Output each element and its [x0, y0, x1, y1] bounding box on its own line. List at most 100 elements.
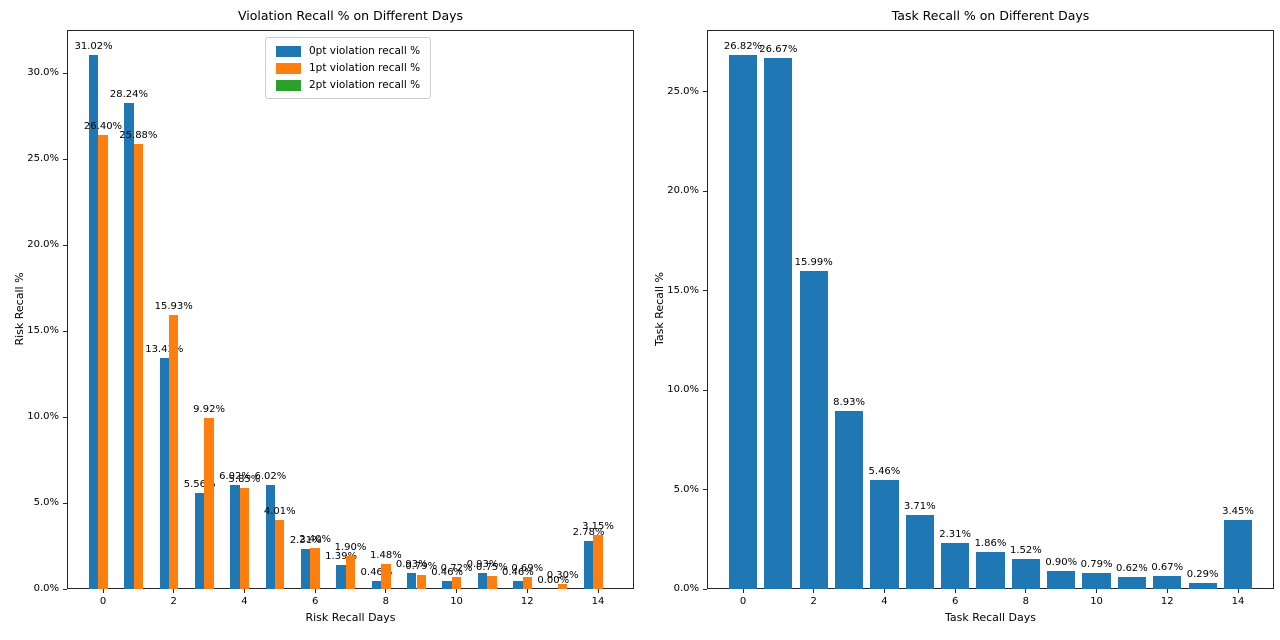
y-tick-label: 10.0%: [667, 384, 699, 396]
y-tick-mark: [703, 190, 707, 192]
bar-label: 26.67%: [759, 44, 798, 56]
x-tick-mark: [1237, 589, 1239, 593]
x-tick-mark: [173, 589, 175, 593]
bar-label: 28.24%: [109, 89, 148, 101]
bar: [941, 543, 970, 589]
bar: [593, 534, 603, 589]
x-tick-label: 2: [810, 596, 817, 607]
bar-label: 0.69%: [511, 563, 544, 575]
bar: [1188, 583, 1217, 589]
bar: [1047, 571, 1076, 589]
bar-label: 0.46%: [360, 567, 393, 579]
bar-label: 0.72%: [440, 562, 473, 574]
bar-label: 1.90%: [334, 542, 367, 554]
x-tick-label: 10: [1090, 596, 1103, 607]
bar: [194, 493, 205, 589]
bar-label: 2.78%: [572, 527, 605, 539]
y-tick-label: 30.0%: [27, 67, 59, 78]
bar: [265, 485, 276, 589]
y-tick-label: 0.0%: [673, 583, 699, 594]
x-tick-label: 6: [311, 596, 319, 607]
bar-label: 0.00%: [537, 575, 570, 586]
bar: [88, 55, 99, 589]
bar: [416, 575, 426, 589]
bar: [204, 418, 214, 589]
y-tick-mark: [63, 502, 67, 504]
bar: [870, 480, 899, 589]
bar: [557, 583, 568, 589]
y-tick-mark: [703, 489, 707, 491]
y-tick-label: 5.0%: [33, 497, 59, 508]
bar: [522, 577, 532, 589]
x-tick-label: 0: [739, 596, 747, 607]
bar: [159, 358, 169, 589]
y-tick-label: 15.0%: [667, 284, 699, 296]
bar: [799, 270, 828, 589]
y-tick-label: 25.0%: [667, 85, 699, 97]
x-tick-mark: [1166, 589, 1168, 593]
x-tick-mark: [954, 589, 956, 593]
bar-label: 3.71%: [903, 501, 936, 513]
bar-label: 25.88%: [119, 129, 158, 141]
y-tick-mark: [703, 290, 707, 292]
legend: 0pt violation recall % 1pt violation reca…: [265, 37, 432, 99]
y-tick-mark: [63, 244, 67, 246]
x-tick-label: 0: [99, 596, 107, 607]
legend-swatch-icon: [276, 45, 301, 57]
bar: [976, 552, 1005, 589]
y-tick-label: 10.0%: [27, 411, 59, 422]
bar-label: 4.01%: [263, 506, 296, 518]
bar-label: 31.02%: [74, 41, 113, 53]
x-tick-label: 14: [1231, 596, 1245, 607]
x-tick-label: 8: [382, 596, 390, 607]
x-tick-mark: [102, 589, 104, 593]
bar: [1223, 520, 1253, 589]
bar-label: 0.46%: [501, 567, 534, 579]
bar-label: 0.62%: [1116, 562, 1148, 574]
legend-label: 2pt violation recall %: [309, 79, 421, 91]
bar: [230, 485, 240, 589]
bar: [487, 576, 497, 589]
x-tick-label: 2: [170, 596, 177, 607]
bar-label: 5.56%: [183, 479, 216, 491]
legend-label: 1pt violation recall %: [309, 62, 421, 74]
bar-label: 1.39%: [325, 551, 357, 563]
x-tick-mark: [742, 589, 744, 593]
bar: [442, 581, 452, 589]
bar-label: 6.02%: [254, 471, 287, 483]
bar-label: 2.40%: [299, 533, 332, 545]
legend-item: 1pt violation recall %: [276, 62, 420, 74]
bar-label: 9.92%: [193, 404, 225, 416]
bar: [728, 55, 758, 589]
bar-label: 0.79%: [405, 561, 438, 573]
bar: [133, 143, 144, 589]
bar-label: 0.67%: [1151, 561, 1184, 573]
bar: [124, 103, 134, 589]
bar: [477, 573, 488, 589]
bar: [583, 541, 594, 589]
bar-label: 13.43%: [145, 344, 184, 355]
y-tick-label: 20.0%: [27, 239, 59, 250]
bar-label: 26.82%: [723, 41, 763, 53]
bar-label: 5.46%: [868, 466, 901, 478]
x-tick-label: 12: [520, 596, 534, 607]
y-tick-mark: [63, 158, 67, 160]
bar-label: 0.90%: [1045, 557, 1078, 569]
x-tick-label: 6: [951, 596, 959, 607]
bar-label: 2.31%: [939, 529, 972, 541]
bar-label: 1.86%: [974, 538, 1007, 549]
bar: [345, 556, 356, 589]
bar: [834, 411, 864, 589]
x-tick-mark: [813, 589, 815, 593]
bar-label: 15.93%: [154, 301, 193, 312]
bar-label: 0.79%: [1080, 559, 1113, 571]
x-tick-label: 10: [450, 596, 463, 607]
y-tick-mark: [63, 330, 67, 332]
bar: [513, 581, 523, 589]
y-tick-label: 20.0%: [667, 185, 699, 197]
bar: [371, 581, 382, 589]
x-tick-label: 4: [881, 596, 888, 607]
